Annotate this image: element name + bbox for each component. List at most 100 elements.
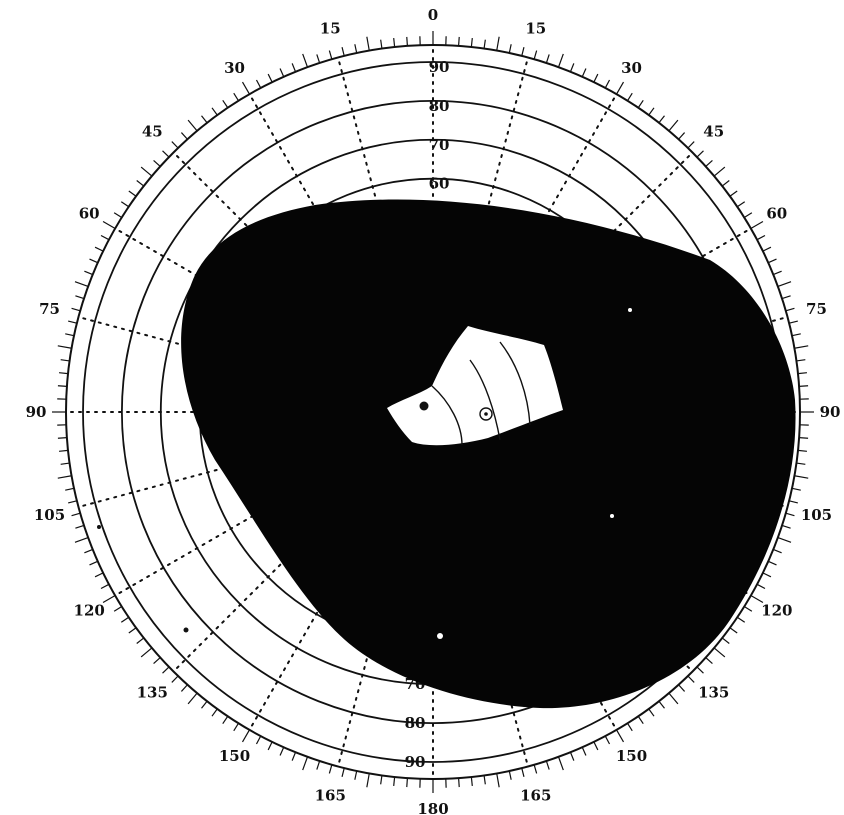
degree-tick [241, 81, 251, 95]
degree-tick [533, 764, 538, 774]
degree-tick [222, 99, 229, 109]
degree-tick [470, 37, 473, 48]
meridian-345 [337, 58, 434, 413]
island-isopter-1 [431, 385, 463, 446]
degree-tick [406, 36, 408, 46]
degree-tick [781, 295, 791, 300]
degree-tick [626, 722, 633, 732]
meridian-label-60: 60 [766, 205, 787, 223]
degree-tick [768, 560, 777, 566]
degree-tick [756, 583, 766, 590]
degree-tick [302, 756, 309, 771]
degree-tick [57, 437, 67, 439]
degree-tick [678, 132, 686, 140]
meridian-label-105: 105 [801, 506, 832, 524]
meridian-label-45: 45 [703, 122, 724, 140]
degree-tick [291, 63, 297, 72]
degree-tick [637, 99, 644, 109]
degree-tick [57, 345, 72, 349]
degree-tick [57, 475, 72, 479]
degree-tick [713, 166, 726, 177]
meridian-240 [115, 411, 434, 596]
degree-tick [162, 150, 170, 158]
degree-tick [668, 692, 679, 705]
degree-tick [736, 201, 746, 208]
degree-tick [569, 63, 575, 72]
degree-tick [788, 500, 798, 504]
degree-tick [687, 141, 695, 149]
degree-tick [128, 627, 137, 634]
degree-tick [483, 775, 486, 785]
meridian-label-345: 15 [320, 20, 341, 38]
degree-tick [615, 81, 625, 95]
degree-tick [773, 270, 782, 276]
degree-tick [94, 572, 104, 578]
meridian-label-15: 15 [525, 20, 546, 38]
degree-tick [626, 92, 633, 102]
degree-tick [58, 449, 69, 452]
degree-tick [458, 778, 460, 788]
meridian-label-90: 90 [820, 403, 841, 421]
meridian-label-255: 105 [34, 506, 65, 524]
degree-tick [557, 756, 564, 771]
lower-isopter-label: 80 [405, 714, 426, 732]
degree-tick [756, 234, 766, 241]
degree-tick [140, 166, 153, 177]
degree-tick [201, 700, 208, 709]
degree-tick [171, 675, 179, 683]
degree-tick [233, 92, 240, 102]
degree-tick [74, 281, 89, 288]
meridian-15 [432, 58, 529, 413]
degree-tick [593, 741, 599, 751]
degree-tick [100, 234, 110, 241]
degree-tick [470, 776, 473, 787]
meridian-195 [337, 411, 434, 766]
degree-tick [496, 36, 500, 51]
degree-tick [393, 37, 396, 48]
degree-tick [291, 752, 297, 761]
degree-tick [696, 150, 704, 158]
meridian-255 [79, 411, 434, 508]
degree-tick [406, 778, 408, 788]
degree-tick [233, 722, 240, 732]
degree-tick [458, 36, 460, 46]
degree-tick [799, 437, 809, 439]
degree-tick [136, 180, 145, 187]
meridian-label-180: 180 [417, 800, 448, 815]
degree-tick [750, 594, 764, 604]
degree-tick [74, 536, 89, 543]
meridian-45 [432, 152, 693, 413]
degree-tick [729, 627, 738, 634]
degree-tick-marks [52, 31, 814, 793]
island-isopter-3 [499, 341, 531, 426]
degree-tick [799, 385, 809, 387]
degree-tick [89, 560, 98, 566]
meridian-label-195: 165 [315, 786, 346, 804]
degree-tick [545, 54, 550, 64]
upper-isopter-label: 90 [429, 58, 450, 76]
degree-tick [94, 246, 104, 252]
upper-isopter-label: 70 [429, 136, 450, 154]
meridian-label-240: 120 [74, 602, 105, 620]
degree-tick [180, 132, 188, 140]
degree-tick [777, 281, 792, 288]
degree-tick [721, 180, 730, 187]
degree-tick [255, 79, 262, 89]
degree-tick [743, 605, 753, 612]
degree-tick [796, 462, 806, 465]
degree-tick [60, 462, 70, 465]
degree-tick [777, 536, 792, 543]
degree-tick [211, 708, 218, 717]
degree-tick [593, 73, 599, 83]
degree-tick [341, 767, 345, 777]
degree-tick [785, 307, 795, 312]
degree-tick [648, 107, 655, 116]
degree-tick [762, 246, 772, 252]
degree-tick [750, 220, 764, 230]
meridian-label-0: 0 [428, 6, 438, 24]
degree-tick [153, 159, 161, 167]
degree-tick [255, 735, 262, 745]
degree-tick [211, 107, 218, 116]
degree-tick [797, 449, 808, 452]
degree-tick [705, 159, 713, 167]
